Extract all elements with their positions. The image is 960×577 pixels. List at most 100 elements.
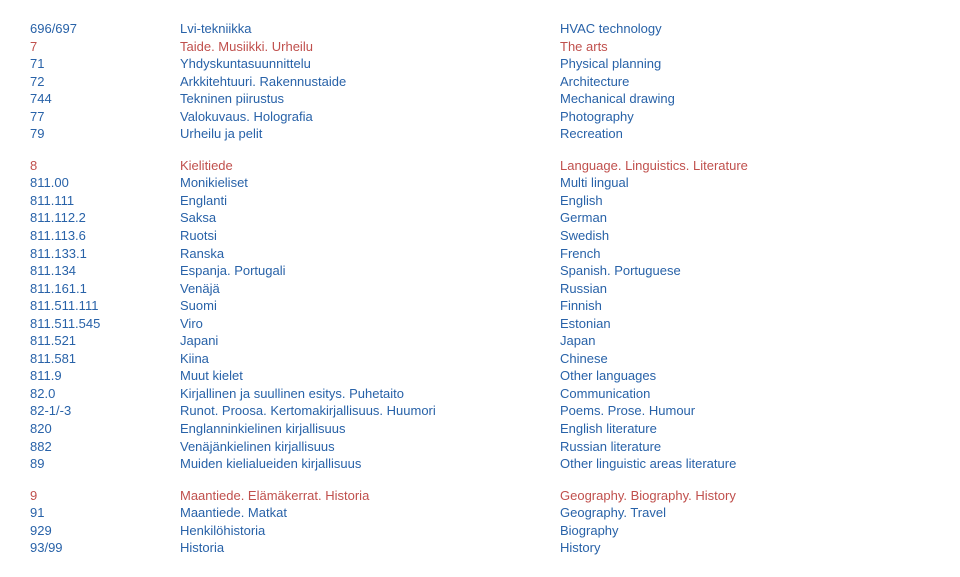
finnish-cell: Muut kielet: [180, 367, 560, 385]
code-cell: 811.112.2: [30, 209, 180, 227]
code-cell: 8: [30, 157, 180, 175]
code-cell: 93/99: [30, 539, 180, 557]
english-cell: Multi lingual: [560, 174, 930, 192]
code-cell: 82-1/-3: [30, 402, 180, 420]
finnish-cell: Historia: [180, 539, 560, 557]
english-cell: Physical planning: [560, 55, 930, 73]
table-row: 882Venäjänkielinen kirjallisuusRussian l…: [30, 438, 930, 456]
code-cell: 811.511.111: [30, 297, 180, 315]
code-cell: 811.9: [30, 367, 180, 385]
english-cell: Mechanical drawing: [560, 90, 930, 108]
code-cell: 811.111: [30, 192, 180, 210]
english-cell: Language. Linguistics. Literature: [560, 157, 930, 175]
finnish-cell: Henkilöhistoria: [180, 522, 560, 540]
finnish-cell: Arkkitehtuuri. Rakennustaide: [180, 73, 560, 91]
english-cell: Recreation: [560, 125, 930, 143]
english-cell: Architecture: [560, 73, 930, 91]
english-cell: Geography. Travel: [560, 504, 930, 522]
code-cell: 811.134: [30, 262, 180, 280]
section-gap: [30, 473, 930, 487]
code-cell: 696/697: [30, 20, 180, 38]
english-cell: Finnish: [560, 297, 930, 315]
finnish-cell: Muiden kielialueiden kirjallisuus: [180, 455, 560, 473]
table-row: 9Maantiede. Elämäkerrat. HistoriaGeograp…: [30, 487, 930, 505]
table-row: 811.134Espanja. PortugaliSpanish. Portug…: [30, 262, 930, 280]
finnish-cell: Lvi-tekniikka: [180, 20, 560, 38]
english-cell: Russian: [560, 280, 930, 298]
table-row: 696/697Lvi-tekniikkaHVAC technology: [30, 20, 930, 38]
table-row: 82-1/-3Runot. Proosa. Kertomakirjallisuu…: [30, 402, 930, 420]
finnish-cell: Runot. Proosa. Kertomakirjallisuus. Huum…: [180, 402, 560, 420]
code-cell: 89: [30, 455, 180, 473]
section-gap: [30, 143, 930, 157]
english-cell: Spanish. Portuguese: [560, 262, 930, 280]
finnish-cell: Kielitiede: [180, 157, 560, 175]
finnish-cell: Yhdyskuntasuunnittelu: [180, 55, 560, 73]
english-cell: English: [560, 192, 930, 210]
english-cell: Biography: [560, 522, 930, 540]
code-cell: 71: [30, 55, 180, 73]
english-cell: Photography: [560, 108, 930, 126]
finnish-cell: Ranska: [180, 245, 560, 263]
code-cell: 7: [30, 38, 180, 56]
finnish-cell: Saksa: [180, 209, 560, 227]
english-cell: Poems. Prose. Humour: [560, 402, 930, 420]
english-cell: German: [560, 209, 930, 227]
table-row: 929HenkilöhistoriaBiography: [30, 522, 930, 540]
table-row: 811.521JapaniJapan: [30, 332, 930, 350]
table-row: 82.0Kirjallinen ja suullinen esitys. Puh…: [30, 385, 930, 403]
english-cell: Geography. Biography. History: [560, 487, 930, 505]
table-row: 72Arkkitehtuuri. RakennustaideArchitectu…: [30, 73, 930, 91]
code-cell: 744: [30, 90, 180, 108]
english-cell: Russian literature: [560, 438, 930, 456]
english-cell: Estonian: [560, 315, 930, 333]
table-row: 77Valokuvaus. HolografiaPhotography: [30, 108, 930, 126]
finnish-cell: Maantiede. Elämäkerrat. Historia: [180, 487, 560, 505]
finnish-cell: Kiina: [180, 350, 560, 368]
code-cell: 91: [30, 504, 180, 522]
english-cell: French: [560, 245, 930, 263]
table-row: 91Maantiede. MatkatGeography. Travel: [30, 504, 930, 522]
table-row: 811.111EnglantiEnglish: [30, 192, 930, 210]
finnish-cell: Tekninen piirustus: [180, 90, 560, 108]
table-row: 79Urheilu ja pelitRecreation: [30, 125, 930, 143]
finnish-cell: Venäjä: [180, 280, 560, 298]
code-cell: 811.161.1: [30, 280, 180, 298]
finnish-cell: Kirjallinen ja suullinen esitys. Puhetai…: [180, 385, 560, 403]
table-row: 811.133.1RanskaFrench: [30, 245, 930, 263]
english-cell: The arts: [560, 38, 930, 56]
table-row: 71YhdyskuntasuunnitteluPhysical planning: [30, 55, 930, 73]
english-cell: History: [560, 539, 930, 557]
table-row: 811.112.2SaksaGerman: [30, 209, 930, 227]
code-cell: 82.0: [30, 385, 180, 403]
finnish-cell: Japani: [180, 332, 560, 350]
finnish-cell: Suomi: [180, 297, 560, 315]
finnish-cell: Englanninkielinen kirjallisuus: [180, 420, 560, 438]
code-cell: 929: [30, 522, 180, 540]
code-cell: 77: [30, 108, 180, 126]
finnish-cell: Valokuvaus. Holografia: [180, 108, 560, 126]
table-row: 811.00MonikielisetMulti lingual: [30, 174, 930, 192]
code-cell: 811.511.545: [30, 315, 180, 333]
table-row: 8KielitiedeLanguage. Linguistics. Litera…: [30, 157, 930, 175]
english-cell: English literature: [560, 420, 930, 438]
finnish-cell: Venäjänkielinen kirjallisuus: [180, 438, 560, 456]
code-cell: 811.521: [30, 332, 180, 350]
english-cell: Chinese: [560, 350, 930, 368]
code-cell: 811.581: [30, 350, 180, 368]
table-row: 811.113.6RuotsiSwedish: [30, 227, 930, 245]
code-cell: 9: [30, 487, 180, 505]
code-cell: 811.00: [30, 174, 180, 192]
english-cell: Japan: [560, 332, 930, 350]
table-row: 7Taide. Musiikki. UrheiluThe arts: [30, 38, 930, 56]
table-row: 811.511.545ViroEstonian: [30, 315, 930, 333]
finnish-cell: Ruotsi: [180, 227, 560, 245]
english-cell: Other languages: [560, 367, 930, 385]
finnish-cell: Monikieliset: [180, 174, 560, 192]
english-cell: Other linguistic areas literature: [560, 455, 930, 473]
table-row: 811.511.111SuomiFinnish: [30, 297, 930, 315]
table-row: 89Muiden kielialueiden kirjallisuusOther…: [30, 455, 930, 473]
finnish-cell: Urheilu ja pelit: [180, 125, 560, 143]
code-cell: 79: [30, 125, 180, 143]
code-cell: 820: [30, 420, 180, 438]
